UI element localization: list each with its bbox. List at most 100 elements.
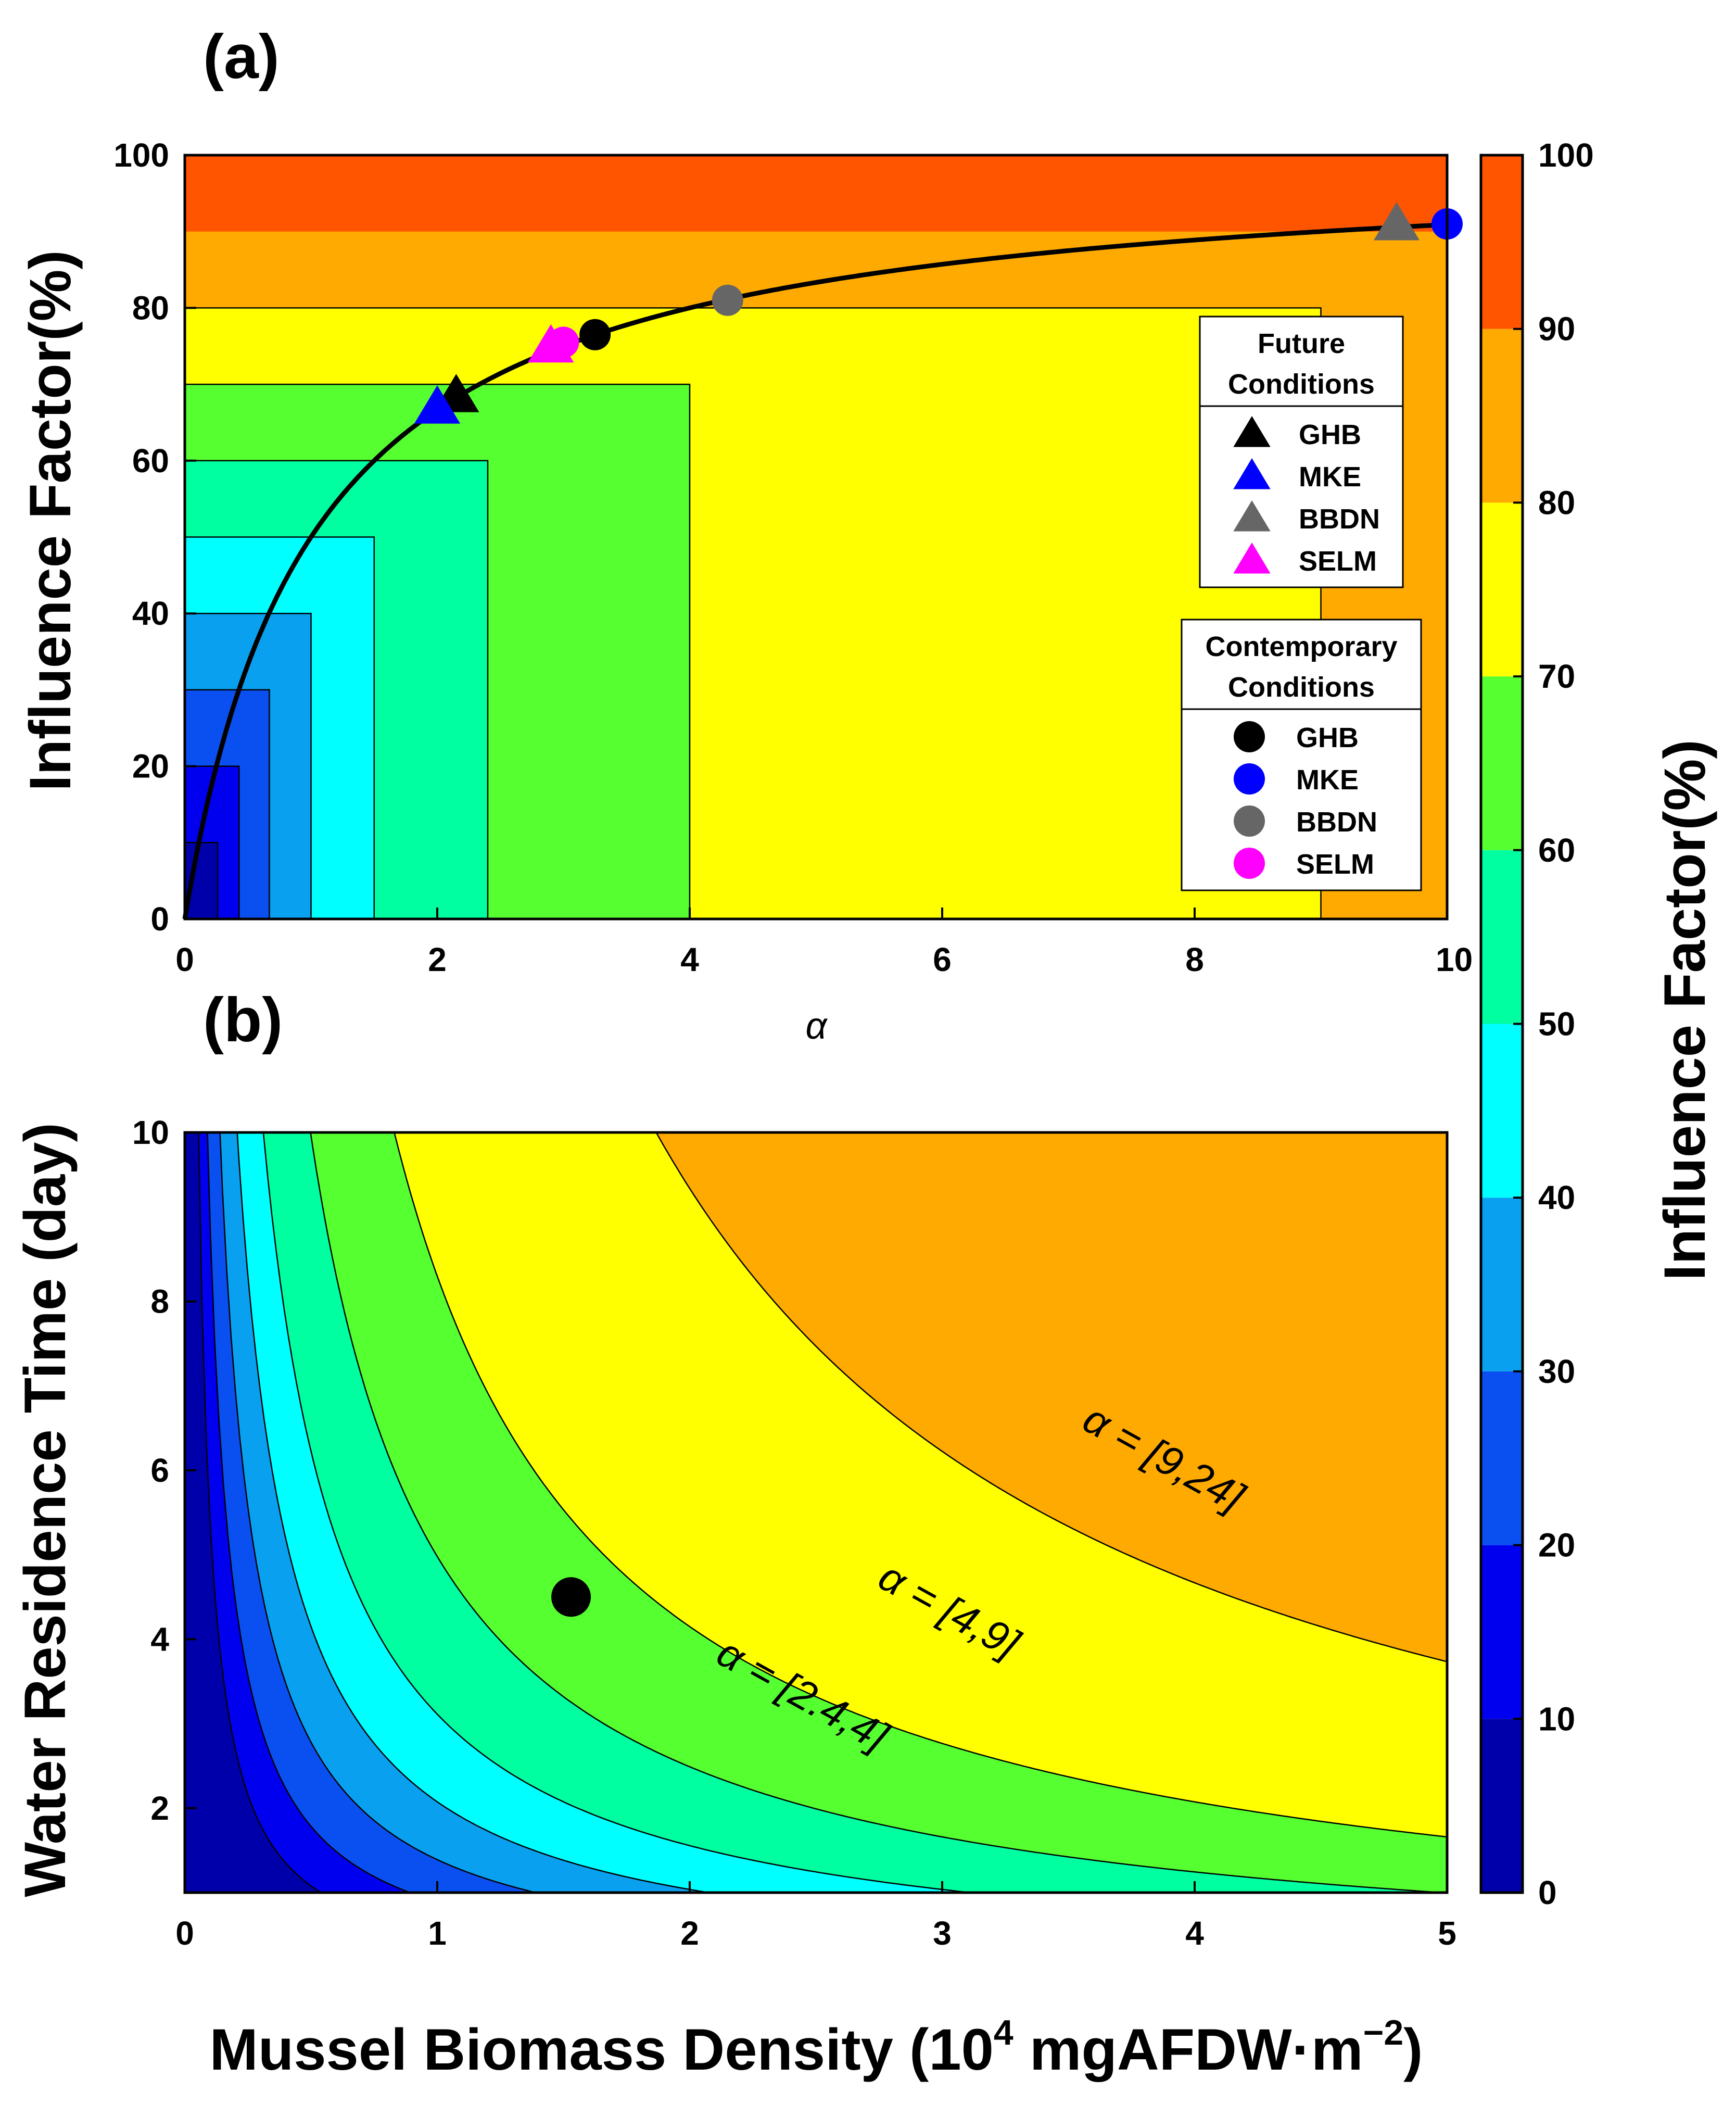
panel-a-chart: 0 2 4 6 8 10 0 20 40 60 80 100 α Influence Factor(… [18,136,1473,1047]
legend-title-line: Contemporary [1205,631,1397,662]
x-label-part-3: ) [1403,2017,1423,2082]
x-tick-label: 0 [175,941,194,978]
legend-entry-label: MKE [1299,461,1361,493]
panel-b-y-ticks: 2 4 6 8 10 [132,1114,196,1827]
y-tick-label: 20 [132,748,169,785]
y-tick-label: 40 [132,595,169,632]
x-tick-label: 4 [1185,1914,1204,1952]
colorbar-tick-label: 50 [1538,1005,1575,1043]
x-label-part-1: Mussel Biomass Density (10 [210,2017,994,2082]
legend-entry-bbdn: BBDN [1233,500,1380,535]
colorbar-tick-label: 70 [1538,658,1575,695]
legend-entry-mke: MKE [1233,458,1361,493]
x-tick-label: 1 [428,1914,447,1952]
panel-b-y-axis-label: Water Residence Time (day) [12,1123,78,1897]
influence-factor-curve [182,222,1448,919]
y-tick-label: 4 [150,1620,169,1658]
contour-line-10 [185,842,219,919]
contour-line-60 [185,460,489,919]
panel-a-y-ticks: 0 20 40 60 80 100 [113,136,196,938]
x-tick-label: 4 [680,941,699,978]
panel-b-x-axis-label: Mussel Biomass Density (104 mgAFDW·m−2) [210,2013,1423,2082]
legend-marker [1234,848,1265,879]
legend-box [1199,316,1404,588]
legend-entry-label: SELM [1299,546,1377,577]
y-tick-label: 60 [132,442,169,480]
x-tick-label: 3 [933,1914,952,1952]
marker-future-mke [414,385,461,424]
legend-marker [1233,500,1271,532]
x-tick-label: 10 [1436,941,1473,978]
y-tick-label: 8 [150,1282,169,1320]
panel-b-markers [551,1577,591,1617]
legend-title-line: Future [1258,328,1345,359]
colorbar-tick-label: 0 [1538,1874,1557,1911]
legend-entry-selm: SELM [1234,848,1374,880]
panel-b-contour-lines [198,1132,1447,1893]
legend-future: Future Conditions GHB MKE BBDN SELM [1199,316,1404,588]
x-tick-label: 6 [933,941,952,978]
colorbar-tick-label: 100 [1538,136,1594,174]
panel-b-contour-fills [185,1132,1447,1893]
legend-title-line: Conditions [1228,672,1375,703]
colorbar-band-30 [1481,1198,1523,1371]
panel-a-x-axis-label: α [805,1005,828,1047]
x-label-superscript-2: −2 [1363,2013,1404,2052]
legend-marker [1234,763,1265,795]
legend-marker [1233,416,1271,447]
marker-future-bbdn [1373,202,1420,241]
legend-marker [1234,721,1265,752]
colorbar-tick-label: 90 [1538,310,1575,348]
legend-entry-mke: MKE [1234,763,1359,796]
colorbar-label: Influence Factor(%) [1652,739,1717,1280]
legend-title-line: Conditions [1228,369,1375,400]
colorbar-tick-label: 20 [1538,1527,1575,1564]
marker-contemporary-bbdn [712,284,743,316]
x-label-superscript-1: 4 [994,2013,1013,2052]
region-fill-80 [656,1132,1447,1662]
legend-marker [1233,543,1271,574]
y-tick-label: 0 [150,900,169,938]
legend-entry-label: BBDN [1299,503,1380,535]
colorbar-band-70 [1481,502,1523,677]
contour-line-60 [310,1132,1447,1893]
contour-line-70 [394,1132,1447,1838]
panel-a-legends: Future Conditions GHB MKE BBDN SELM Contempora… [1181,316,1422,891]
y-tick-label: 2 [150,1790,169,1827]
contour-line-30 [219,1132,539,1893]
colorbar-ticks: 0 10 20 30 40 50 60 70 80 90 100 [1513,136,1594,1911]
x-tick-label: 5 [1438,1914,1456,1952]
panel-a-frame [183,154,1449,921]
colorbar-tick-label: 60 [1538,831,1575,869]
legend-entry-bbdn: BBDN [1234,805,1377,838]
contour-line-40 [236,1132,713,1893]
panel-b-frame [183,1131,1449,1894]
colorbar-band-50 [1481,850,1523,1024]
panel-a-x-ticks: 0 2 4 6 8 10 [175,908,1473,978]
contour-line-20 [185,765,240,919]
marker-contemporary-selm [548,326,579,358]
colorbar: 0 10 20 30 40 50 60 70 80 90 100 Influence Factor(… [1479,136,1717,1911]
colorbar-band-0 [1481,1719,1523,1893]
panel-b-label: (b) [203,985,283,1055]
colorbar-band-90 [1481,155,1523,329]
marker-contemporary-ghb [579,319,611,350]
contour-line-40 [185,612,312,919]
contour-line-50 [262,1132,977,1893]
legend-entry-label: MKE [1296,764,1359,796]
colorbar-tick-label: 10 [1538,1700,1575,1737]
panel-b-x-ticks: 0 1 2 3 4 5 [175,1881,1456,1952]
legend-entry-ghb: GHB [1233,416,1361,450]
y-tick-label: 6 [150,1452,169,1489]
legend-entry-label: BBDN [1296,807,1377,838]
colorbar-band-20 [1481,1371,1523,1545]
colorbar-tick-label: 30 [1538,1353,1575,1390]
colorbar-band-60 [1481,676,1523,850]
y-tick-label: 80 [132,289,169,326]
legend-marker [1234,805,1265,837]
legend-entry-label: GHB [1296,722,1359,753]
legend-entry-selm: SELM [1233,543,1377,577]
x-tick-label: 2 [428,941,447,978]
colorbar-band-40 [1481,1024,1523,1198]
